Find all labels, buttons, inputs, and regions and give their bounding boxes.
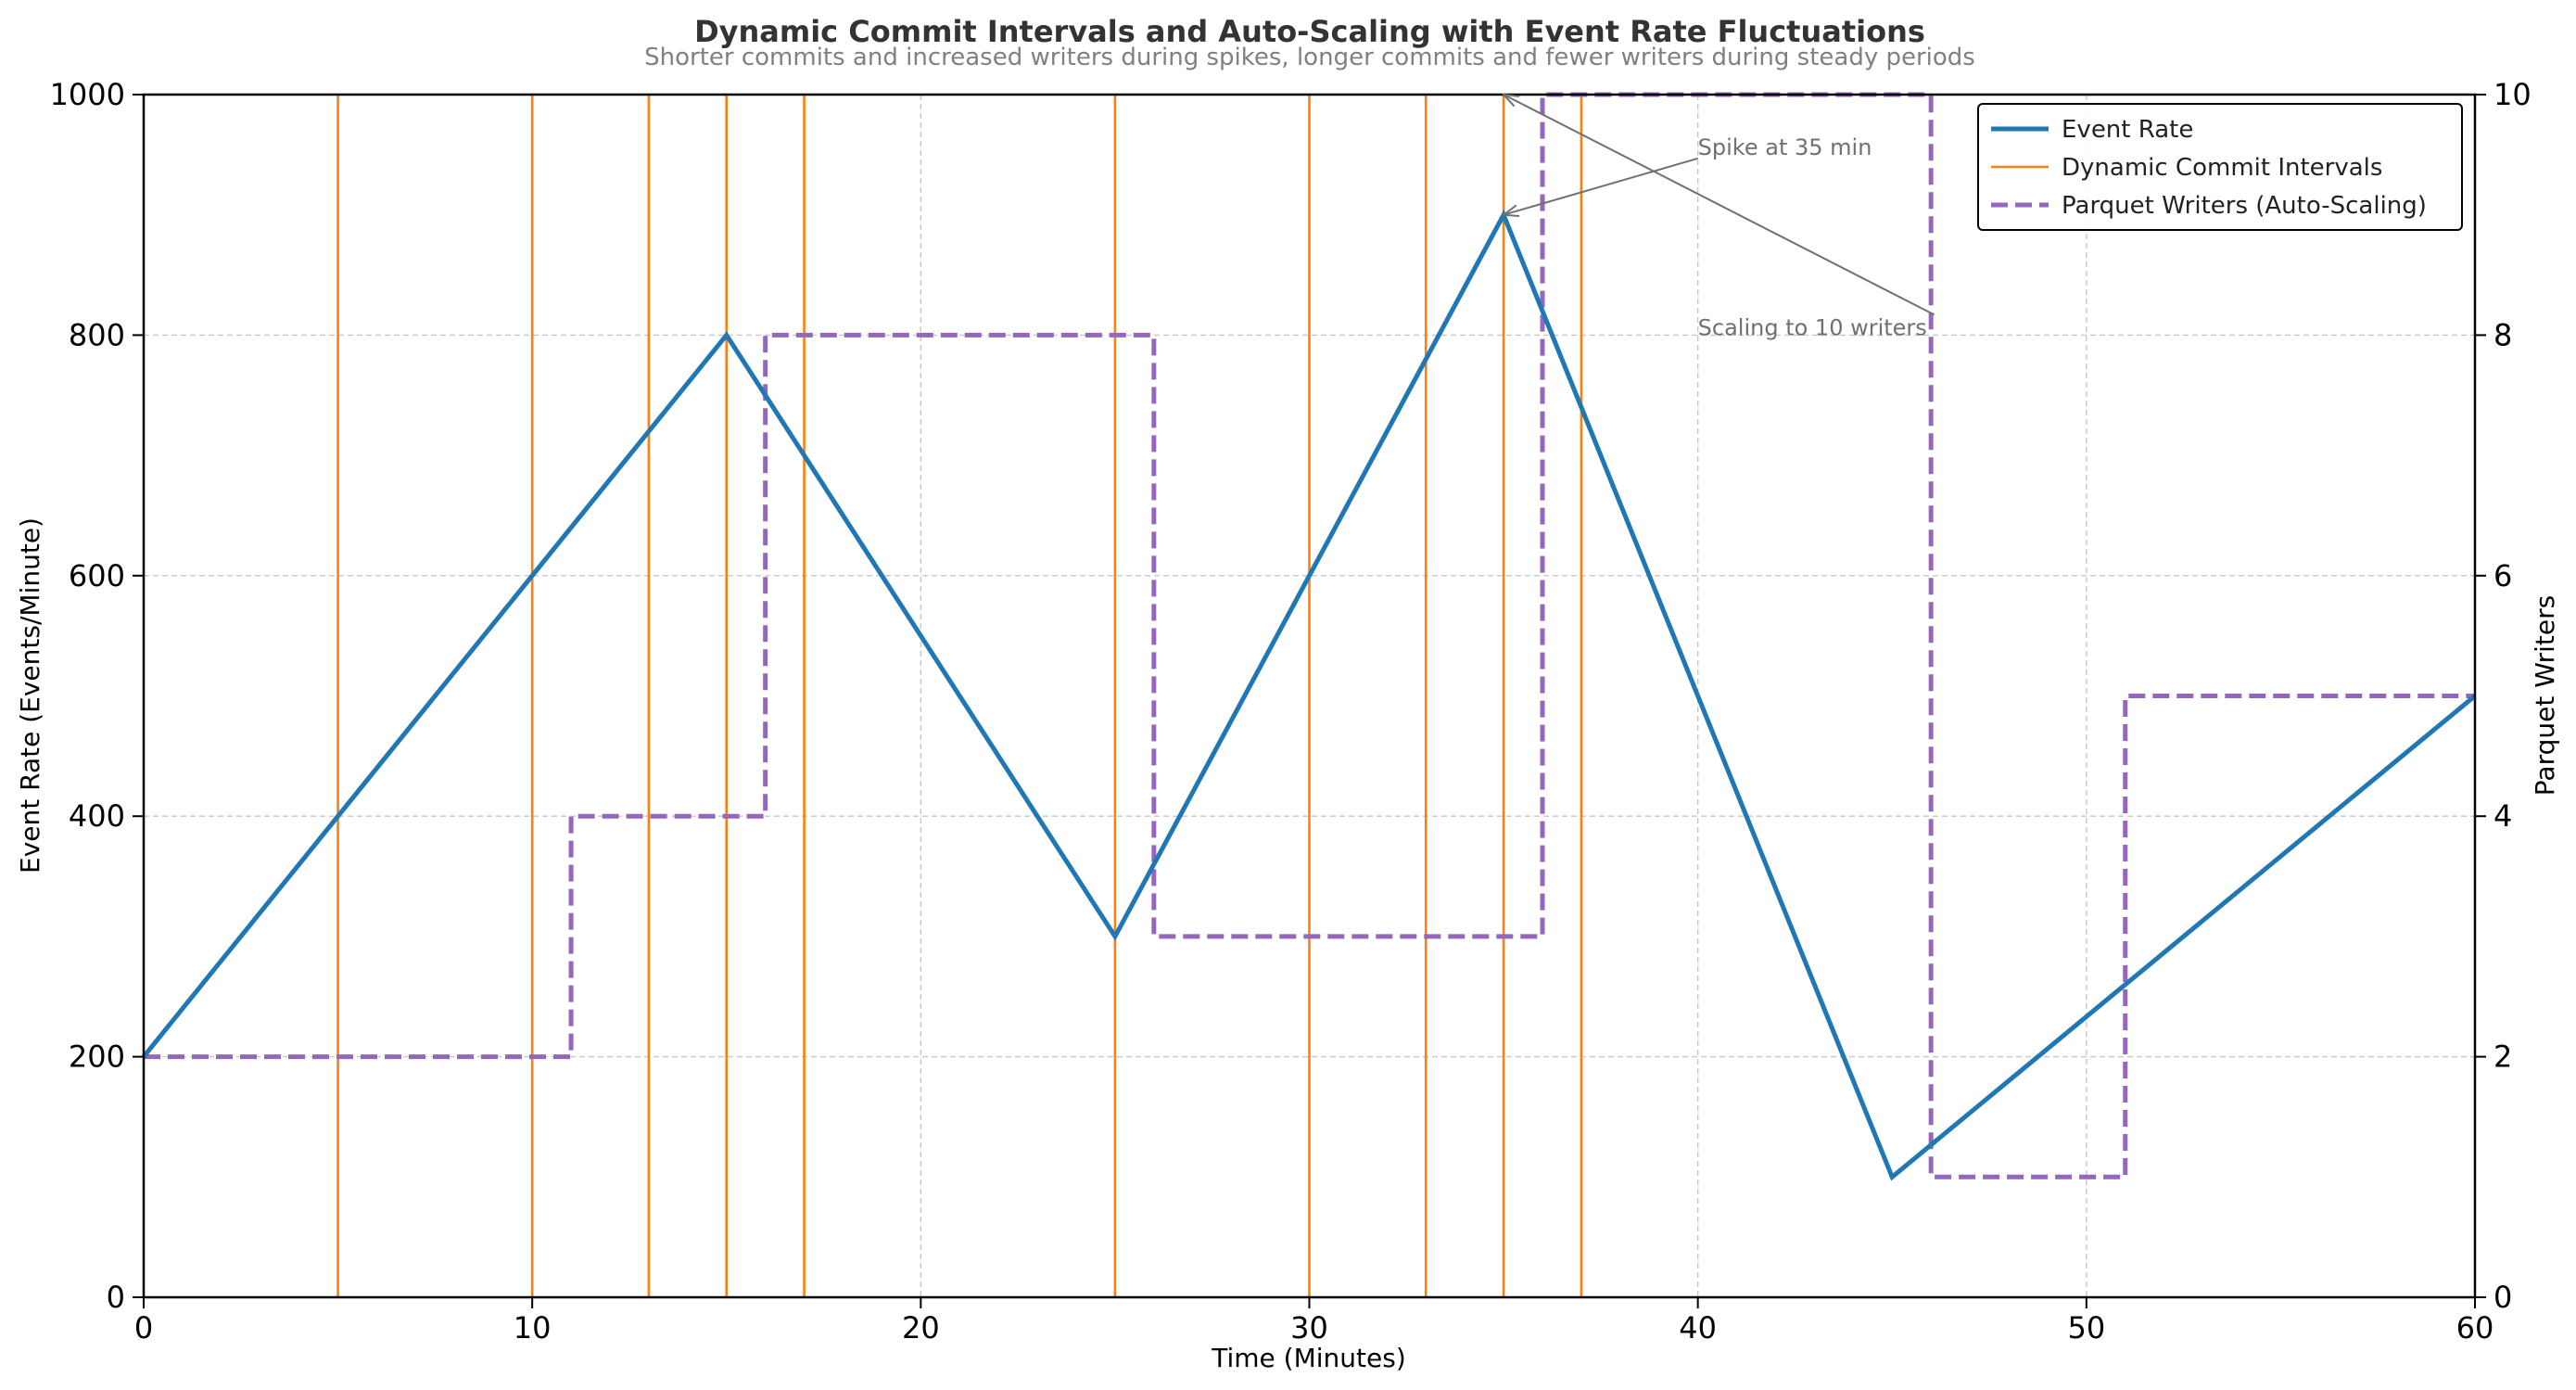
y2-tick-label: 10: [2494, 77, 2532, 112]
y-tick-label: 1000: [50, 77, 125, 112]
annotation-arrow: [1503, 157, 1698, 216]
x-tick-label: 50: [2067, 1310, 2105, 1345]
annotation-arrowhead: [1501, 93, 1520, 108]
annotation-arrowhead: [1501, 204, 1520, 217]
legend: Event Rate Dynamic Commit Intervals Parque…: [1977, 103, 2463, 231]
x-tick-label: 0: [134, 1310, 153, 1345]
annotation-arrow: [1503, 94, 1935, 316]
y2-tick-label: 0: [2494, 1280, 2512, 1315]
y2-tick-label: 8: [2494, 317, 2512, 352]
x-tick-label: 40: [1679, 1310, 1717, 1345]
annotation-label: Scaling to 10 writers: [1698, 314, 1927, 340]
plot-area: [142, 92, 2477, 1297]
y-tick-label: 600: [69, 558, 125, 593]
x-tick-label: 10: [514, 1310, 552, 1345]
x-tick-label: 20: [902, 1310, 940, 1345]
y2-tick-label: 6: [2494, 558, 2512, 593]
y2-tick-label: 2: [2494, 1039, 2512, 1075]
y-tick-label: 400: [69, 798, 125, 834]
y2-axis-label: Parquet Writers: [2530, 595, 2560, 796]
legend-box: [1977, 103, 2463, 231]
x-tick-label: 60: [2456, 1310, 2494, 1345]
y-axis-label: Event Rate (Events/Minute): [15, 517, 45, 874]
legend-label: Event Rate: [2062, 116, 2193, 144]
chart-title: Dynamic Commit Intervals and Auto-Scalin…: [694, 14, 1925, 49]
writers-step-line: [144, 92, 2475, 1180]
y2-tick-label: 4: [2494, 798, 2512, 834]
event-rate-line: [142, 209, 2477, 1181]
x-axis-label: Time (Minutes): [1211, 1343, 1406, 1373]
chart-subtitle: Shorter commits and increased writers du…: [644, 44, 1975, 71]
y-tick-label: 200: [69, 1039, 125, 1075]
legend-label: Dynamic Commit Intervals: [2062, 154, 2382, 182]
annotation-label: Spike at 35 min: [1698, 134, 1872, 160]
annotations: Spike at 35 min Scaling to 10 writers: [1501, 93, 1935, 340]
x-tick-label: 30: [1290, 1310, 1328, 1345]
y-tick-label: 0: [107, 1280, 125, 1315]
y-tick-label: 800: [69, 317, 125, 352]
legend-label: Parquet Writers (Auto-Scaling): [2062, 192, 2427, 220]
